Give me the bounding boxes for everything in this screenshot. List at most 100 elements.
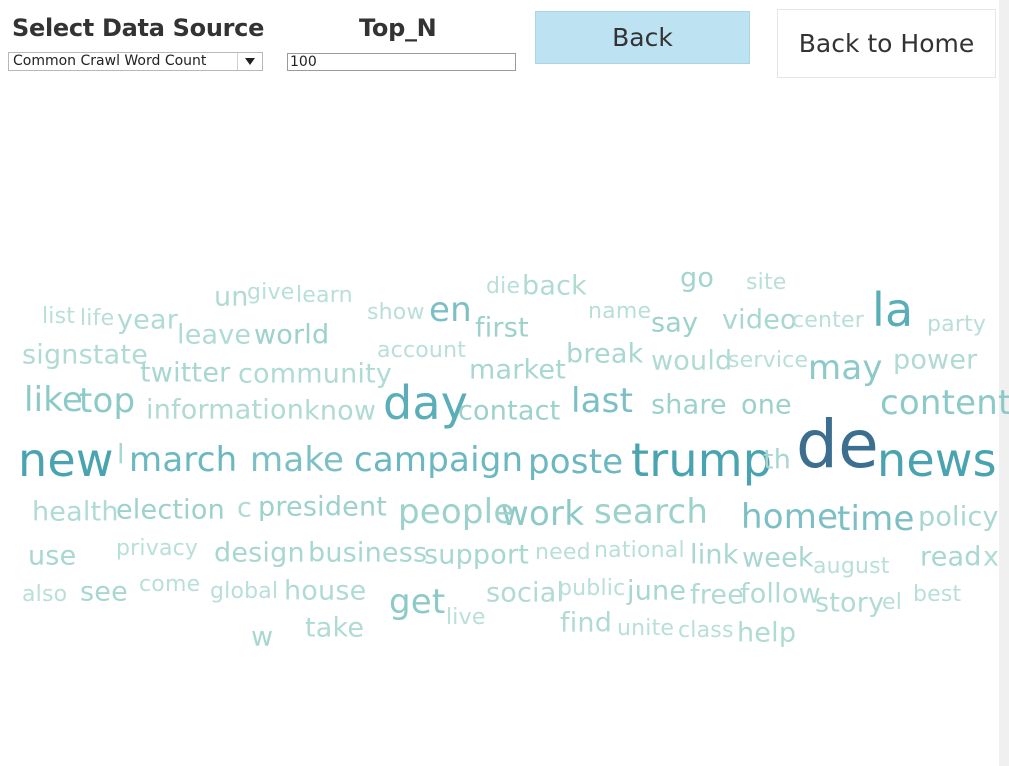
data-source-dropdown[interactable]: Common Crawl Word Count <box>8 52 263 71</box>
word-cloud-word[interactable]: privacy <box>116 536 199 561</box>
word-cloud-word[interactable]: house <box>284 575 367 607</box>
word-cloud-word[interactable]: account <box>377 338 467 363</box>
word-cloud-word[interactable]: x <box>983 541 1000 573</box>
word-cloud-word[interactable]: take <box>305 612 365 644</box>
word-cloud-word[interactable]: make <box>250 440 345 480</box>
word-cloud-word[interactable]: work <box>501 494 585 534</box>
word-cloud-word[interactable]: twitter <box>140 357 231 389</box>
word-cloud-word[interactable]: w <box>251 621 274 653</box>
word-cloud-word[interactable]: week <box>742 542 814 574</box>
back-button[interactable]: Back <box>535 11 750 64</box>
word-cloud-word[interactable]: last <box>571 381 634 421</box>
word-cloud-word[interactable]: president <box>258 491 388 523</box>
word-cloud-word[interactable]: year <box>117 304 179 336</box>
word-cloud-word[interactable]: free <box>690 579 745 611</box>
word-cloud-word[interactable]: election <box>116 494 225 526</box>
word-cloud-word[interactable]: follow <box>740 578 821 610</box>
word-cloud-word[interactable]: would <box>651 345 733 377</box>
word-cloud-word[interactable]: august <box>813 554 890 579</box>
word-cloud-word[interactable]: signstate <box>22 339 149 371</box>
word-cloud-word[interactable]: die <box>486 274 521 299</box>
word-cloud-word[interactable]: home <box>741 497 839 537</box>
word-cloud-word[interactable]: center <box>792 308 864 333</box>
word-cloud-word[interactable]: link <box>690 539 739 571</box>
word-cloud-word[interactable]: leave <box>177 319 252 351</box>
word-cloud-word[interactable]: la <box>872 283 914 337</box>
top-n-input[interactable] <box>287 53 516 71</box>
word-cloud-word[interactable]: th <box>763 444 792 476</box>
word-cloud-word[interactable]: day <box>383 376 469 430</box>
word-cloud-word[interactable]: world <box>254 319 330 351</box>
word-cloud-word[interactable]: also <box>22 582 68 607</box>
word-cloud-word[interactable]: come <box>139 572 201 597</box>
word-cloud-word[interactable]: news <box>877 433 997 487</box>
word-cloud-word[interactable]: share <box>651 389 727 421</box>
word-cloud-word[interactable]: people <box>398 492 515 532</box>
word-cloud-word[interactable]: public <box>558 576 626 601</box>
word-cloud-word[interactable]: say <box>651 307 699 339</box>
word-cloud-word[interactable]: new <box>18 433 114 487</box>
word-cloud-word[interactable]: design <box>214 537 305 569</box>
word-cloud-word[interactable]: poste <box>528 442 624 482</box>
word-cloud-word[interactable]: march <box>129 440 238 480</box>
word-cloud-word[interactable]: name <box>588 299 652 324</box>
word-cloud-word[interactable]: community <box>238 358 393 390</box>
word-cloud-word[interactable]: top <box>79 381 136 421</box>
word-cloud-word[interactable]: un <box>214 281 249 313</box>
dropdown-arrow-icon[interactable] <box>237 53 262 70</box>
word-cloud-word[interactable]: may <box>808 348 883 388</box>
word-cloud-word[interactable]: see <box>80 576 128 608</box>
word-cloud-word[interactable]: get <box>389 582 446 622</box>
word-cloud-word[interactable]: story <box>815 587 885 619</box>
word-cloud-word[interactable]: go <box>680 262 715 294</box>
word-cloud-word[interactable]: first <box>475 312 529 344</box>
word-cloud-word[interactable]: find <box>560 607 613 639</box>
word-cloud-word[interactable]: c <box>237 492 253 524</box>
word-cloud-word[interactable]: en <box>429 290 472 330</box>
word-cloud-word[interactable]: el <box>882 590 903 615</box>
word-cloud-word[interactable]: time <box>837 499 915 539</box>
word-cloud-word[interactable]: business <box>308 537 428 569</box>
word-cloud-word[interactable]: party <box>927 312 987 337</box>
word-cloud-word[interactable]: unite <box>617 616 675 641</box>
word-cloud-word[interactable]: site <box>746 270 787 295</box>
word-cloud-word[interactable]: live <box>446 605 486 630</box>
word-cloud-word[interactable]: search <box>594 492 709 532</box>
word-cloud-word[interactable]: global <box>210 579 279 604</box>
word-cloud-word[interactable]: social <box>486 577 565 609</box>
back-to-home-button[interactable]: Back to Home <box>777 9 996 78</box>
word-cloud-word[interactable]: de <box>796 406 879 483</box>
word-cloud-word[interactable]: support <box>424 539 530 571</box>
word-cloud-word[interactable]: june <box>627 575 687 607</box>
word-cloud-word[interactable]: market <box>469 354 567 386</box>
word-cloud-word[interactable]: policy <box>918 501 999 533</box>
word-cloud-word[interactable]: break <box>566 338 644 370</box>
word-cloud-word[interactable]: learn <box>296 283 353 308</box>
vertical-scrollbar[interactable] <box>999 0 1009 766</box>
word-cloud-word[interactable]: like <box>24 380 84 420</box>
word-cloud-word[interactable]: video <box>722 304 797 336</box>
word-cloud-word[interactable]: contact <box>458 395 561 427</box>
word-cloud-word[interactable]: back <box>522 270 587 302</box>
word-cloud-word[interactable]: life <box>80 306 115 331</box>
word-cloud-word[interactable]: information <box>146 394 305 426</box>
word-cloud-word[interactable]: list <box>42 304 76 329</box>
word-cloud-word[interactable]: health <box>32 496 119 528</box>
word-cloud-word[interactable]: l <box>117 439 125 471</box>
word-cloud-word[interactable]: give <box>247 280 295 305</box>
word-cloud-word[interactable]: help <box>737 617 797 649</box>
word-cloud-word[interactable]: read <box>920 541 982 573</box>
word-cloud-word[interactable]: service <box>728 348 809 373</box>
word-cloud-word[interactable]: content <box>880 383 1009 423</box>
word-cloud-word[interactable]: class <box>678 618 734 643</box>
word-cloud-word[interactable]: best <box>913 582 962 607</box>
word-cloud-word[interactable]: campaign <box>354 440 524 480</box>
word-cloud-word[interactable]: trump <box>631 433 773 487</box>
word-cloud-word[interactable]: power <box>893 344 978 376</box>
word-cloud-word[interactable]: one <box>741 389 792 421</box>
word-cloud-word[interactable]: need <box>535 540 591 565</box>
word-cloud-word[interactable]: use <box>28 540 77 572</box>
word-cloud-word[interactable]: national <box>594 538 685 563</box>
word-cloud-word[interactable]: know <box>304 395 377 427</box>
word-cloud-word[interactable]: show <box>367 300 425 325</box>
